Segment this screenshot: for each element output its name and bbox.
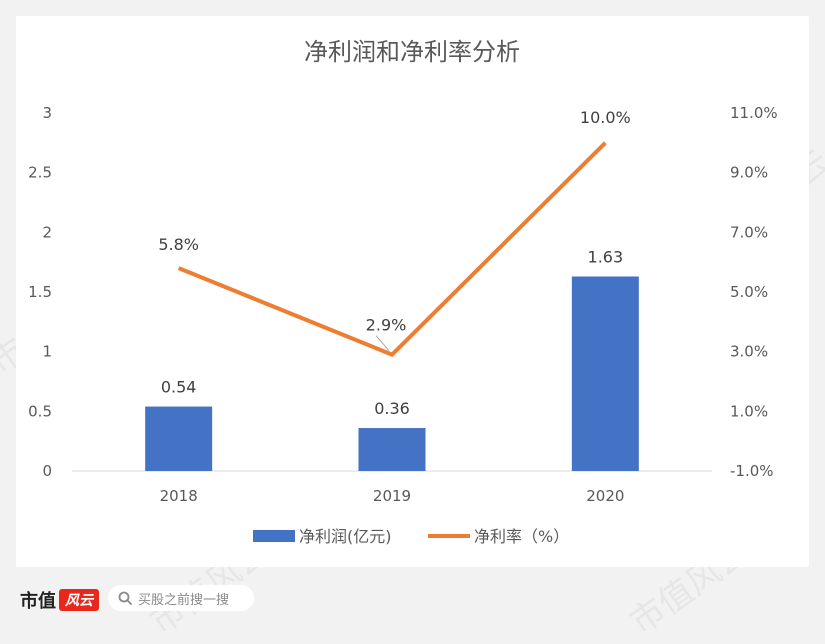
chart-title: 净利润和净利率分析: [304, 38, 520, 66]
plot-area: 0 0.5 1 1.5 2 2.5 3 -1.0% 1.0% 3.0% 5.0% 7.0% 9.0% 11…: [28, 104, 778, 505]
y-right-tick-label: 3.0%: [730, 343, 768, 361]
y-left-tick-label: 0: [42, 462, 52, 480]
search-placeholder: 买股之前搜一搜: [138, 592, 230, 608]
y-left-tick-label: 2: [42, 223, 52, 241]
y-left-tick-label: 1.5: [28, 283, 52, 301]
x-tick-label: 2019: [373, 487, 411, 505]
leader-line: [375, 335, 390, 351]
footer-bar: 市值 风云 买股之前搜一搜: [0, 567, 825, 625]
legend-label: 净利率（%）: [474, 527, 569, 546]
legend-label: 净利润(亿元): [299, 527, 392, 546]
x-tick-label: 2018: [160, 487, 198, 505]
line-data-label: 5.8%: [158, 235, 199, 254]
bar: [571, 276, 639, 471]
bar: [145, 406, 213, 471]
search-icon: [118, 591, 132, 605]
y-right-tick-label: 11.0%: [730, 104, 778, 122]
bar-data-label: 1.63: [588, 247, 624, 266]
legend: 净利润(亿元) 净利率（%）: [253, 527, 569, 546]
y-right-tick-label: 5.0%: [730, 283, 768, 301]
y-right-tick-label: -1.0%: [730, 462, 774, 480]
y-left-tick-label: 2.5: [28, 164, 52, 182]
y-left-tick-label: 1: [42, 343, 52, 361]
bar-data-label: 0.36: [374, 399, 410, 418]
brand-logo: 市值 风云: [20, 587, 99, 613]
y-right-tick-label: 7.0%: [730, 223, 768, 241]
y-left-tick-label: 0.5: [28, 402, 52, 420]
line-data-label: 2.9%: [366, 316, 407, 335]
brand-badge: 风云: [59, 589, 99, 611]
x-tick-label: 2020: [586, 487, 624, 505]
y-right-tick-label: 9.0%: [730, 164, 768, 182]
y-right-tick-label: 1.0%: [730, 402, 768, 420]
line-series: [177, 141, 607, 357]
y-left-tick-label: 3: [42, 104, 52, 122]
chart-card: [16, 16, 809, 567]
brand-name: 市值: [20, 591, 56, 612]
search-input[interactable]: 买股之前搜一搜: [108, 585, 254, 611]
line-data-label: 10.0%: [580, 108, 631, 127]
bar-data-label: 0.54: [161, 378, 197, 397]
bar: [358, 428, 426, 471]
legend-swatch-bar: [253, 530, 295, 542]
combo-chart: 净利润和净利率分析 0 0.5 1 1.5 2 2.5 3 -1.0% 1.0% 3.0% 5.0%…: [28, 38, 778, 546]
